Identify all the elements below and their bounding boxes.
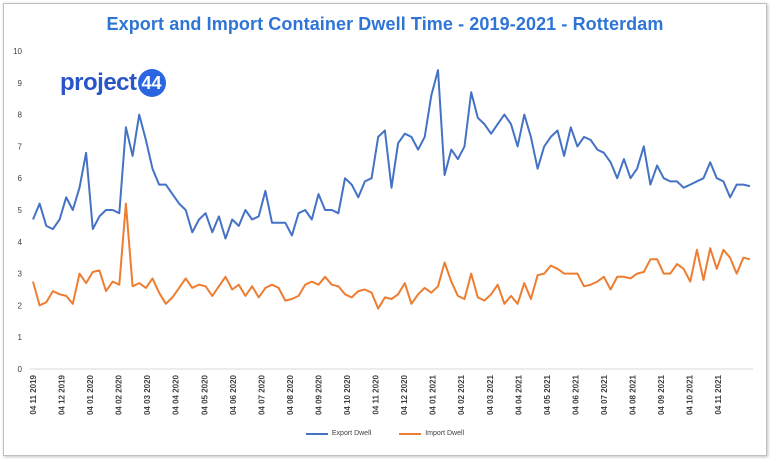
legend-swatch-export — [305, 432, 328, 435]
project44-logo: project 44 — [60, 68, 166, 98]
legend-item-import: Import Dwell — [399, 430, 464, 437]
y-tick-label: 2 — [18, 301, 23, 310]
x-tick-label: 04 02 2021 — [457, 374, 466, 415]
x-tick-label: 04 10 2020 — [343, 374, 352, 415]
x-tick-label: 04 01 2020 — [86, 374, 95, 415]
x-tick-label: 04 12 2020 — [400, 374, 409, 415]
y-tick-label: 9 — [18, 79, 23, 88]
series-line-import-dwell — [32, 202, 751, 310]
logo-text: project — [60, 69, 137, 96]
x-tick-label: 04 11 2020 — [372, 374, 381, 414]
legend-swatch-import — [399, 432, 422, 435]
x-tick-label: 04 08 2021 — [628, 374, 637, 415]
y-tick-label: 4 — [18, 238, 23, 247]
x-tick-label: 04 02 2020 — [115, 374, 124, 415]
y-tick-label: 5 — [18, 206, 23, 215]
y-tick-label: 8 — [18, 111, 23, 120]
x-tick-label: 04 09 2021 — [657, 374, 666, 415]
x-tick-label: 04 04 2021 — [514, 374, 523, 415]
chart-title: Export and Import Container Dwell Time -… — [106, 14, 664, 34]
x-tick-label: 04 08 2020 — [286, 374, 295, 415]
x-tick-label: 04 06 2020 — [229, 374, 238, 415]
x-tick-label: 04 04 2020 — [172, 374, 181, 415]
legend-label-export: Export Dwell — [331, 430, 372, 437]
y-tick-label: 10 — [13, 47, 22, 56]
y-tick-label: 1 — [18, 333, 23, 342]
y-tick-label: 3 — [18, 270, 23, 279]
series-line-export-dwell — [32, 69, 751, 240]
x-tick-label: 04 11 2021 — [714, 374, 723, 414]
y-tick-label: 0 — [18, 365, 23, 374]
chart-frame — [3, 3, 767, 456]
x-tick-label: 04 05 2020 — [200, 374, 209, 415]
x-tick-label: 04 11 2019 — [29, 374, 38, 414]
chart-legend: Export Dwell Import Dwell — [0, 430, 770, 437]
y-tick-label: 6 — [18, 174, 23, 183]
legend-label-import: Import Dwell — [425, 430, 465, 437]
x-tick-label: 04 01 2021 — [429, 374, 438, 415]
x-tick-label: 04 03 2021 — [486, 374, 495, 415]
series-layer — [32, 69, 751, 310]
y-tick-label: 7 — [18, 142, 23, 151]
x-tick-label: 04 06 2021 — [571, 374, 580, 415]
logo-badge: 44 — [137, 69, 166, 97]
x-tick-label: 04 07 2020 — [257, 374, 266, 415]
legend-item-export: Export Dwell — [305, 430, 372, 437]
x-tick-label: 04 03 2020 — [143, 374, 152, 415]
y-axis: 0 1 2 3 4 5 6 7 8 9 10 — [13, 47, 22, 374]
x-axis: 04 11 2019 04 12 2019 04 01 2020 04 02 2020… — [29, 368, 753, 415]
x-tick-label: 04 05 2021 — [543, 374, 552, 415]
x-tick-label: 04 12 2019 — [58, 374, 67, 415]
x-tick-label: 04 07 2021 — [600, 374, 609, 415]
x-tick-label: 04 09 2020 — [314, 374, 323, 415]
x-tick-label: 04 10 2021 — [686, 374, 695, 415]
